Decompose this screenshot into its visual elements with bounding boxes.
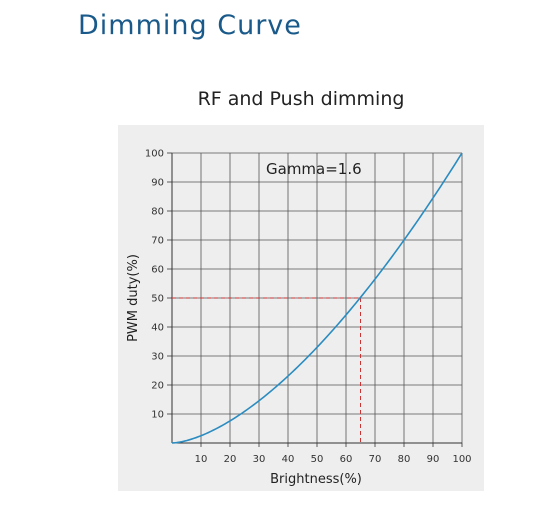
y-tick-label: 90	[151, 178, 164, 189]
y-tick-label: 70	[151, 236, 164, 247]
x-tick-label: 60	[340, 454, 353, 465]
chart-title-text: RF and Push dimming	[197, 88, 405, 110]
x-tick-label: 30	[253, 454, 266, 465]
x-tick-label: 100	[452, 454, 471, 465]
x-axis-label: Brightness(%)	[270, 472, 362, 487]
x-tick-label: 50	[311, 454, 324, 465]
y-tick-labels: 10 20 30 40 50 60 70 80 90 100	[145, 149, 164, 421]
page-title: Dimming Curve	[78, 10, 302, 41]
x-tick-label: 70	[369, 454, 382, 465]
y-tick-label: 50	[151, 294, 164, 305]
x-tick-label: 80	[398, 454, 411, 465]
y-tick-label: 10	[151, 410, 164, 421]
gamma-curve	[171, 152, 463, 444]
x-tick-label: 40	[282, 454, 295, 465]
y-axis-label: PWM duty(%)	[126, 254, 141, 342]
y-tick-label: 40	[151, 323, 164, 334]
y-tick-label: 80	[151, 207, 164, 218]
y-tick-label: 30	[151, 352, 164, 363]
x-tick-label: 20	[224, 454, 237, 465]
y-tick-label: 100	[145, 149, 164, 160]
plot-background	[118, 125, 484, 491]
x-tick-label: 90	[427, 454, 440, 465]
y-tick-label: 60	[151, 265, 164, 276]
y-tick-label: 20	[151, 381, 164, 392]
reference-lines	[172, 297, 361, 443]
x-tick-label: 10	[195, 454, 208, 465]
gamma-annotation: Gamma=1.6	[266, 160, 362, 178]
x-tick-labels: 10 20 30 40 50 60 70 80 90 100	[195, 454, 472, 465]
chart-title: RF and Push dimming	[0, 88, 538, 110]
